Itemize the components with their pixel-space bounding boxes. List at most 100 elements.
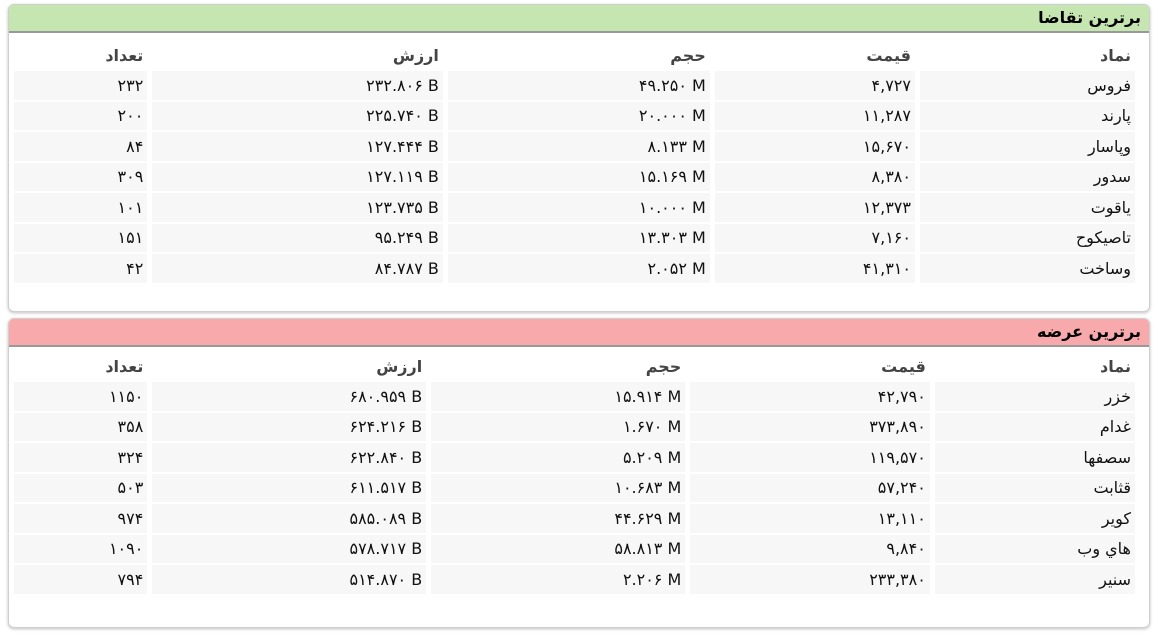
value-cell: ۲۳۲ xyxy=(14,71,148,100)
column-header: حجم xyxy=(645,356,682,376)
value-cell: ۸,۳۸۰ xyxy=(714,162,915,191)
symbol-cell: هاي وب xyxy=(934,534,1135,563)
panel-title: برترین تقاضا xyxy=(9,5,1149,33)
value-cell: ۷,۱۶۰ xyxy=(714,223,915,252)
table-row: پارند ۱۱,۲۸۷ ۲۰.۰۰۰ M ۲۲۵.۷۴۰ B ۲۰۰ xyxy=(14,101,1135,130)
value-cell: ۴۹.۲۵۰ M xyxy=(447,71,710,100)
table-row: هاي وب ۹,۸۴۰ ۵۸.۸۱۳ M ۵۷۸.۷۱۷ B ۱۰۹۰ xyxy=(14,534,1135,563)
symbol-cell: غدام xyxy=(934,412,1135,441)
value-cell: ۵۱۴.۸۷۰ B xyxy=(152,565,427,594)
column-header: قیمت xyxy=(881,356,926,376)
value-cell: ۱۱۵۰ xyxy=(14,382,148,411)
value-cell: ۴۱,۳۱۰ xyxy=(714,254,915,283)
value-cell: ۲.۰۵۲ M xyxy=(447,254,710,283)
symbol-cell: تاصیکوح xyxy=(919,223,1135,252)
table-row: غدام ۳۷۳,۸۹۰ ۱.۶۷۰ M ۶۲۴.۲۱۶ B ۳۵۸ xyxy=(14,412,1135,441)
demand-panel: برترین تقاضا نماد قیمت حجم ارزش تعداد فروس ۴,۷… xyxy=(8,4,1150,312)
value-cell: ۲.۲۰۶ M xyxy=(431,565,686,594)
symbol-cell: یاقوت xyxy=(919,193,1135,222)
value-cell: ۱۵,۶۷۰ xyxy=(714,132,915,161)
header-row: نماد قیمت حجم ارزش تعداد xyxy=(14,41,1135,69)
table-row: وساخت ۴۱,۳۱۰ ۲.۰۵۲ M ۸۴.۷۸۷ B ۴۲ xyxy=(14,254,1135,283)
value-cell: ۳۲۴ xyxy=(14,443,148,472)
column-header: نماد xyxy=(1100,45,1131,65)
value-cell: ۵.۲۰۹ M xyxy=(431,443,686,472)
column-header: قیمت xyxy=(866,45,911,65)
value-cell: ۱۰۱ xyxy=(14,193,148,222)
value-cell: ۱۲,۳۷۳ xyxy=(714,193,915,222)
column-header: حجم xyxy=(670,45,706,65)
value-cell: ۴۲,۷۹۰ xyxy=(690,382,930,411)
value-cell: ۲۳۲.۸۰۶ B xyxy=(152,71,443,100)
symbol-cell: سنیر xyxy=(934,565,1135,594)
table-row: قثابت ۵۷,۲۴۰ ۱۰.۶۸۳ M ۶۱۱.۵۱۷ B ۵۰۳ xyxy=(14,473,1135,502)
value-cell: ۱۱۹,۵۷۰ xyxy=(690,443,930,472)
demand-table: نماد قیمت حجم ارزش تعداد فروس ۴,۷۲۷ ۴۹.۲۵۰ M ۲۳۲… xyxy=(9,39,1140,285)
symbol-cell: قثابت xyxy=(934,473,1135,502)
value-cell: ۲۰.۰۰۰ M xyxy=(447,101,710,130)
column-header: نماد xyxy=(1100,356,1131,376)
value-cell: ۱۲۳.۷۳۵ B xyxy=(152,193,443,222)
value-cell: ۳۵۸ xyxy=(14,412,148,441)
value-cell: ۹۷۴ xyxy=(14,504,148,533)
symbol-cell: سدور xyxy=(919,162,1135,191)
value-cell: ۱۵.۱۶۹ M xyxy=(447,162,710,191)
table-row: فروس ۴,۷۲۷ ۴۹.۲۵۰ M ۲۳۲.۸۰۶ B ۲۳۲ xyxy=(14,71,1135,100)
value-cell: ۱.۶۷۰ M xyxy=(431,412,686,441)
value-cell: ۱۲۷.۴۴۴ B xyxy=(152,132,443,161)
header-row: نماد قیمت حجم ارزش تعداد xyxy=(14,352,1135,380)
table-row: خزر ۴۲,۷۹۰ ۱۵.۹۱۴ M ۶۸۰.۹۵۹ B ۱۱۵۰ xyxy=(14,382,1135,411)
value-cell: ۲۳۳,۳۸۰ xyxy=(690,565,930,594)
table-row: کویر ۱۳,۱۱۰ ۴۴.۶۲۹ M ۵۸۵.۰۸۹ B ۹۷۴ xyxy=(14,504,1135,533)
value-cell: ۱۵۱ xyxy=(14,223,148,252)
value-cell: ۳۰۹ xyxy=(14,162,148,191)
value-cell: ۵۸.۸۱۳ M xyxy=(431,534,686,563)
value-cell: ۸۴ xyxy=(14,132,148,161)
value-cell: ۹۵.۲۴۹ B xyxy=(152,223,443,252)
value-cell: ۴,۷۲۷ xyxy=(714,71,915,100)
value-cell: ۷۹۴ xyxy=(14,565,148,594)
value-cell: ۱۰.۶۸۳ M xyxy=(431,473,686,502)
supply-table: نماد قیمت حجم ارزش تعداد خزر ۴۲,۷۹۰ ۱۵.۹۱۴ M ۶۸۰… xyxy=(9,350,1140,596)
value-cell: ۴۲ xyxy=(14,254,148,283)
supply-panel: برترین عرضه نماد قیمت حجم ارزش تعداد خزر ۴۲,۷۹… xyxy=(8,318,1150,628)
panel-title: برترین عرضه xyxy=(9,319,1149,347)
table-row: تاصیکوح ۷,۱۶۰ ۱۳.۳۰۳ M ۹۵.۲۴۹ B ۱۵۱ xyxy=(14,223,1135,252)
value-cell: ۱۰۹۰ xyxy=(14,534,148,563)
symbol-cell: کویر xyxy=(934,504,1135,533)
value-cell: ۱۰.۰۰۰ M xyxy=(447,193,710,222)
value-cell: ۲۰۰ xyxy=(14,101,148,130)
symbol-cell: وپاسار xyxy=(919,132,1135,161)
symbol-cell: وساخت xyxy=(919,254,1135,283)
value-cell: ۱۵.۹۱۴ M xyxy=(431,382,686,411)
value-cell: ۵۷۸.۷۱۷ B xyxy=(152,534,427,563)
symbol-cell: سصفها xyxy=(934,443,1135,472)
value-cell: ۶۱۱.۵۱۷ B xyxy=(152,473,427,502)
value-cell: ۳۷۳,۸۹۰ xyxy=(690,412,930,441)
value-cell: ۹,۸۴۰ xyxy=(690,534,930,563)
table-row: سدور ۸,۳۸۰ ۱۵.۱۶۹ M ۱۲۷.۱۱۹ B ۳۰۹ xyxy=(14,162,1135,191)
column-header: ارزش xyxy=(376,356,423,376)
value-cell: ۴۴.۶۲۹ M xyxy=(431,504,686,533)
column-header: تعداد xyxy=(105,356,144,376)
value-cell: ۶۲۴.۲۱۶ B xyxy=(152,412,427,441)
symbol-cell: خزر xyxy=(934,382,1135,411)
value-cell: ۶۸۰.۹۵۹ B xyxy=(152,382,427,411)
table-row: وپاسار ۱۵,۶۷۰ ۸.۱۳۳ M ۱۲۷.۴۴۴ B ۸۴ xyxy=(14,132,1135,161)
value-cell: ۱۳,۱۱۰ xyxy=(690,504,930,533)
column-header: ارزش xyxy=(392,45,439,65)
value-cell: ۱۱,۲۸۷ xyxy=(714,101,915,130)
value-cell: ۸۴.۷۸۷ B xyxy=(152,254,443,283)
value-cell: ۸.۱۳۳ M xyxy=(447,132,710,161)
value-cell: ۱۳.۳۰۳ M xyxy=(447,223,710,252)
table-row: سصفها ۱۱۹,۵۷۰ ۵.۲۰۹ M ۶۲۲.۸۴۰ B ۳۲۴ xyxy=(14,443,1135,472)
value-cell: ۶۲۲.۸۴۰ B xyxy=(152,443,427,472)
table-row: سنیر ۲۳۳,۳۸۰ ۲.۲۰۶ M ۵۱۴.۸۷۰ B ۷۹۴ xyxy=(14,565,1135,594)
column-header: تعداد xyxy=(105,45,144,65)
symbol-cell: فروس xyxy=(919,71,1135,100)
value-cell: ۲۲۵.۷۴۰ B xyxy=(152,101,443,130)
value-cell: ۵۸۵.۰۸۹ B xyxy=(152,504,427,533)
value-cell: ۵۷,۲۴۰ xyxy=(690,473,930,502)
value-cell: ۱۲۷.۱۱۹ B xyxy=(152,162,443,191)
